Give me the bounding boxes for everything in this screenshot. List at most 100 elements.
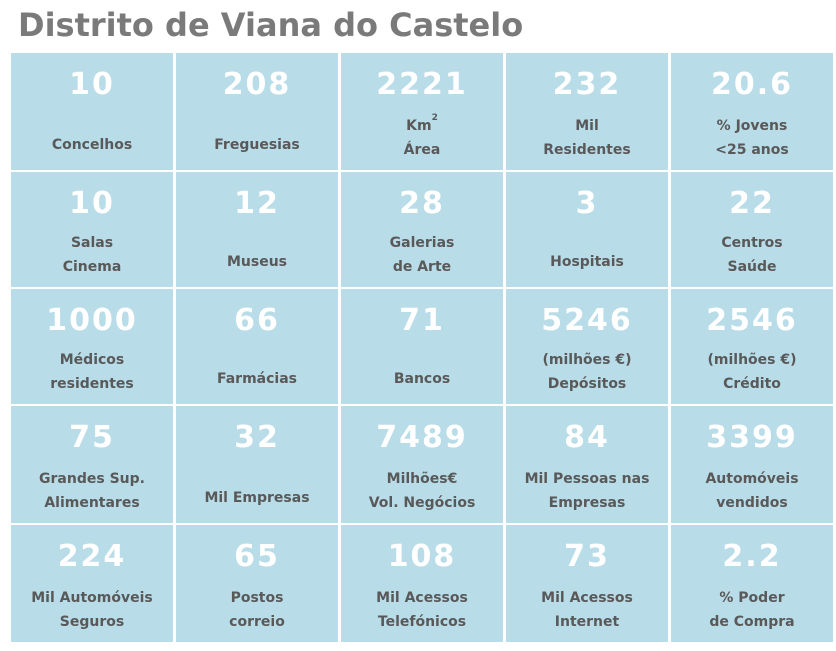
stat-label-line: Milhões€ — [341, 467, 503, 491]
stat-tile: 12 Museus — [176, 172, 338, 287]
stat-label-text: Bancos — [393, 371, 451, 387]
stat-label-line: Mil Pessoas nas — [506, 467, 668, 491]
stat-label-line: Farmácias — [176, 367, 338, 391]
stat-value: 84 — [564, 420, 610, 455]
stat-label-text: Hospitais — [550, 254, 624, 270]
stat-label-text: vendidos — [716, 495, 788, 511]
stat-label: % Jovens <25 anos — [671, 114, 833, 162]
stat-label-line: Mil Automóveis — [11, 586, 173, 610]
stat-label-text: de Compra — [709, 614, 795, 630]
stat-value: 28 — [399, 186, 445, 221]
stat-label-text: Freguesias — [214, 137, 300, 153]
stat-label-text: Museus — [226, 254, 288, 270]
stat-label-text: Saúde — [727, 259, 777, 275]
unit-superscript: 2 — [431, 113, 438, 123]
stat-tile: 71 Bancos — [341, 289, 503, 404]
stat-label-text: Mil — [575, 118, 599, 134]
stat-label-line: Automóveis — [671, 467, 833, 491]
stat-label-text: Centros — [721, 235, 783, 251]
stat-tile: 2546 (milhões €) Crédito — [671, 289, 833, 404]
stat-label: Bancos — [341, 367, 503, 391]
stat-label-line: residentes — [11, 372, 173, 396]
stat-tile: 10 Concelhos — [11, 53, 173, 170]
stat-label-text: Cinema — [62, 259, 122, 275]
stat-label: Hospitais — [506, 250, 668, 274]
stat-label-text: Alimentares — [44, 495, 140, 511]
stat-label-text: Área — [403, 142, 441, 158]
stat-label-text: % Jovens — [716, 118, 788, 134]
stat-label-line: Museus — [176, 250, 338, 274]
stat-label-line: de Arte — [341, 255, 503, 279]
stat-label-line: Seguros — [11, 610, 173, 634]
stat-label-text: (milhões €) — [542, 352, 632, 368]
stat-label: Mil Residentes — [506, 114, 668, 162]
stat-label-text: Km — [406, 118, 432, 134]
stat-label-line: Mil Acessos — [341, 586, 503, 610]
stat-label-text: Seguros — [59, 614, 125, 630]
stat-tile: 28 Galerias de Arte — [341, 172, 503, 287]
stat-label-text: % Poder — [719, 590, 785, 606]
stat-value: 2221 — [376, 67, 468, 102]
stat-label-text: residentes — [50, 376, 134, 392]
stat-label-text: Galerias — [389, 235, 455, 251]
stat-label-line: Mil — [506, 114, 668, 138]
stat-label-text: Mil Acessos — [376, 590, 468, 606]
stat-label-text: <25 anos — [715, 142, 789, 158]
statistics-grid: 10 Concelhos 208 Freguesias 2221 Km2 Área 232 Mi… — [10, 52, 834, 642]
stat-value: 208 — [222, 67, 292, 102]
stat-label: (milhões €) Depósitos — [506, 348, 668, 396]
stat-label-text: Telefónicos — [377, 614, 467, 630]
stat-label-line: Salas — [11, 231, 173, 255]
stat-tile: 66 Farmácias — [176, 289, 338, 404]
stat-label-line: Centros — [671, 231, 833, 255]
stat-label-line: Freguesias — [176, 133, 338, 157]
stat-label-line: Bancos — [341, 367, 503, 391]
stat-label-text: Médicos — [59, 352, 125, 368]
stat-tile: 10 Salas Cinema — [11, 172, 173, 287]
stat-value: 32 — [234, 420, 280, 455]
stat-label: Galerias de Arte — [341, 231, 503, 279]
stat-label: Mil Automóveis Seguros — [11, 586, 173, 634]
stat-label: Automóveis vendidos — [671, 467, 833, 515]
stat-value: 12 — [234, 186, 280, 221]
stat-label-line: Cinema — [11, 255, 173, 279]
stat-tile: 73 Mil Acessos Internet — [506, 525, 668, 642]
stat-label-text: Automóveis — [705, 471, 799, 487]
stat-label-line: Telefónicos — [341, 610, 503, 634]
stat-value: 3399 — [706, 420, 798, 455]
stat-tile: 22 Centros Saúde — [671, 172, 833, 287]
stat-label-line: Empresas — [506, 491, 668, 515]
stat-label-text: correio — [229, 614, 285, 630]
stat-tile: 5246 (milhões €) Depósitos — [506, 289, 668, 404]
stat-label: Km2 Área — [341, 113, 503, 162]
stat-label-line: Km2 — [341, 113, 503, 138]
stat-value: 66 — [234, 303, 280, 338]
stat-tile: 65 Postos correio — [176, 525, 338, 642]
stat-tile: 20.6 % Jovens <25 anos — [671, 53, 833, 170]
stat-label-text: Mil Automóveis — [31, 590, 153, 606]
stat-value: 1000 — [46, 303, 138, 338]
stat-tile: 32 Mil Empresas — [176, 406, 338, 523]
stat-label: Concelhos — [11, 133, 173, 157]
stat-tile: 1000 Médicos residentes — [11, 289, 173, 404]
stat-tile: 2.2 % Poder de Compra — [671, 525, 833, 642]
stat-label-text: Farmácias — [216, 371, 297, 387]
stat-value: 20.6 — [710, 67, 794, 102]
stat-label: Mil Empresas — [176, 486, 338, 510]
stat-tile: 3 Hospitais — [506, 172, 668, 287]
stat-value: 232 — [552, 67, 622, 102]
stat-label-text: Residentes — [543, 142, 631, 158]
stat-label-text: Mil Empresas — [204, 490, 310, 506]
stat-value: 224 — [57, 539, 127, 574]
stat-tile: 224 Mil Automóveis Seguros — [11, 525, 173, 642]
stat-label-text: Empresas — [548, 495, 626, 511]
stat-label-line: Concelhos — [11, 133, 173, 157]
stat-tile: 7489 Milhões€ Vol. Negócios — [341, 406, 503, 523]
stat-label-text: (milhões €) — [707, 352, 797, 368]
stat-label-line: Vol. Negócios — [341, 491, 503, 515]
stat-label: Postos correio — [176, 586, 338, 634]
stat-tile: 208 Freguesias — [176, 53, 338, 170]
stat-value: 108 — [387, 539, 457, 574]
stat-value: 2.2 — [722, 539, 782, 574]
stat-value: 22 — [729, 186, 775, 221]
